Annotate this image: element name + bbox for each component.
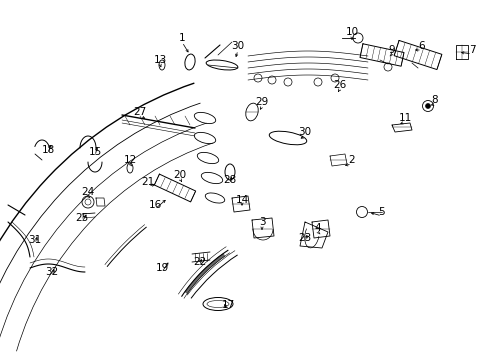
Text: 18: 18	[41, 145, 55, 155]
Text: 9: 9	[388, 45, 394, 55]
Text: 24: 24	[81, 187, 95, 197]
Text: 31: 31	[28, 235, 41, 245]
Text: 30: 30	[231, 41, 244, 51]
Text: 30: 30	[298, 127, 311, 137]
Text: 22: 22	[193, 257, 206, 267]
Text: 16: 16	[148, 200, 162, 210]
Text: 27: 27	[133, 107, 146, 117]
Text: 7: 7	[468, 45, 474, 55]
Text: 12: 12	[123, 155, 136, 165]
Text: 14: 14	[235, 195, 248, 205]
Text: 17: 17	[221, 300, 234, 310]
Text: 29: 29	[255, 97, 268, 107]
Text: 13: 13	[153, 55, 166, 65]
Text: 3: 3	[258, 217, 265, 227]
Text: 1: 1	[178, 33, 185, 43]
Text: 23: 23	[298, 233, 311, 243]
Text: 20: 20	[173, 170, 186, 180]
Circle shape	[425, 104, 429, 108]
Text: 26: 26	[333, 80, 346, 90]
Text: 8: 8	[431, 95, 437, 105]
Text: 5: 5	[378, 207, 385, 217]
Text: 4: 4	[314, 223, 321, 233]
Text: 21: 21	[141, 177, 154, 187]
Text: 28: 28	[223, 175, 236, 185]
Text: 2: 2	[348, 155, 355, 165]
Text: 32: 32	[45, 267, 59, 277]
Text: 15: 15	[88, 147, 102, 157]
Text: 19: 19	[155, 263, 168, 273]
Text: 10: 10	[345, 27, 358, 37]
Text: 25: 25	[75, 213, 88, 223]
Text: 6: 6	[418, 41, 425, 51]
Text: 11: 11	[398, 113, 411, 123]
